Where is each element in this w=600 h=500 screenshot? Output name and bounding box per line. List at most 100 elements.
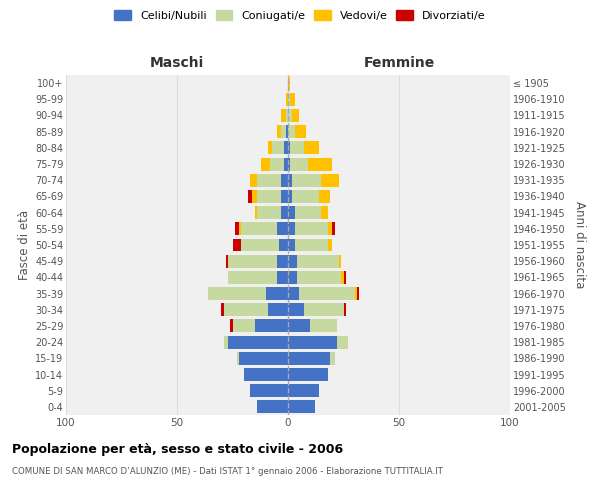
Bar <box>257 400 288 413</box>
Bar <box>292 109 299 122</box>
Bar <box>221 304 224 316</box>
Bar <box>277 222 288 235</box>
Bar <box>272 142 284 154</box>
Bar <box>290 93 295 106</box>
Bar <box>281 206 288 219</box>
Bar <box>237 352 239 365</box>
Text: Maschi: Maschi <box>150 56 204 70</box>
Bar <box>257 206 281 219</box>
Y-axis label: Fasce di età: Fasce di età <box>17 210 31 280</box>
Bar <box>292 190 319 203</box>
Bar <box>288 287 299 300</box>
Bar <box>284 158 288 170</box>
Bar <box>266 287 288 300</box>
Bar <box>322 174 339 186</box>
Text: Femmine: Femmine <box>364 56 434 70</box>
Bar <box>355 287 357 300</box>
Bar <box>233 320 254 332</box>
Bar <box>277 125 281 138</box>
Bar <box>295 206 322 219</box>
Bar <box>288 304 304 316</box>
Bar <box>288 206 295 219</box>
Bar <box>286 125 288 138</box>
Bar <box>310 320 337 332</box>
Text: COMUNE DI SAN MARCO D’ALUNZIO (ME) - Dati ISTAT 1° gennaio 2006 - Elaborazione T: COMUNE DI SAN MARCO D’ALUNZIO (ME) - Dat… <box>12 468 443 476</box>
Bar <box>239 222 241 235</box>
Bar <box>290 158 308 170</box>
Bar <box>277 271 288 284</box>
Bar <box>319 190 330 203</box>
Bar <box>288 384 319 397</box>
Bar <box>292 174 322 186</box>
Bar <box>253 190 257 203</box>
Bar <box>250 174 257 186</box>
Bar <box>295 125 306 138</box>
Bar <box>299 287 355 300</box>
Bar <box>357 287 359 300</box>
Bar <box>304 142 319 154</box>
Bar <box>286 109 288 122</box>
Bar <box>339 254 341 268</box>
Bar <box>308 158 332 170</box>
Bar <box>284 142 288 154</box>
Bar <box>228 254 277 268</box>
Bar <box>288 190 292 203</box>
Text: Popolazione per età, sesso e stato civile - 2006: Popolazione per età, sesso e stato civil… <box>12 442 343 456</box>
Bar <box>295 222 328 235</box>
Bar <box>343 271 346 284</box>
Bar <box>224 304 268 316</box>
Bar <box>322 206 328 219</box>
Bar <box>228 271 277 284</box>
Bar <box>304 304 343 316</box>
Bar <box>279 238 288 252</box>
Bar <box>288 93 290 106</box>
Bar <box>268 304 288 316</box>
Bar <box>241 222 277 235</box>
Bar <box>288 174 292 186</box>
Bar <box>341 271 343 284</box>
Bar <box>295 238 328 252</box>
Bar <box>297 271 341 284</box>
Bar <box>288 238 295 252</box>
Bar <box>281 190 288 203</box>
Bar <box>277 254 288 268</box>
Bar <box>257 190 281 203</box>
Bar <box>288 158 290 170</box>
Bar <box>281 109 286 122</box>
Bar <box>281 174 288 186</box>
Bar <box>208 287 266 300</box>
Bar <box>337 336 348 348</box>
Bar <box>288 271 297 284</box>
Bar <box>288 142 290 154</box>
Bar <box>290 142 304 154</box>
Bar <box>330 352 335 365</box>
Bar <box>288 76 290 90</box>
Bar <box>230 320 233 332</box>
Bar <box>288 254 297 268</box>
Bar <box>288 125 295 138</box>
Bar <box>257 174 281 186</box>
Bar <box>250 384 288 397</box>
Bar <box>224 336 228 348</box>
Bar <box>241 238 279 252</box>
Bar <box>235 222 239 235</box>
Bar <box>288 336 337 348</box>
Bar <box>288 368 328 381</box>
Bar <box>286 93 288 106</box>
Bar <box>288 320 310 332</box>
Bar <box>288 400 314 413</box>
Bar <box>270 158 284 170</box>
Bar <box>233 238 241 252</box>
Bar <box>255 206 257 219</box>
Bar <box>239 352 288 365</box>
Bar <box>328 222 332 235</box>
Bar <box>288 109 292 122</box>
Bar <box>268 142 272 154</box>
Bar <box>248 190 253 203</box>
Y-axis label: Anni di nascita: Anni di nascita <box>572 202 586 288</box>
Bar <box>254 320 288 332</box>
Bar <box>332 222 335 235</box>
Bar <box>262 158 270 170</box>
Bar <box>281 125 286 138</box>
Bar <box>288 222 295 235</box>
